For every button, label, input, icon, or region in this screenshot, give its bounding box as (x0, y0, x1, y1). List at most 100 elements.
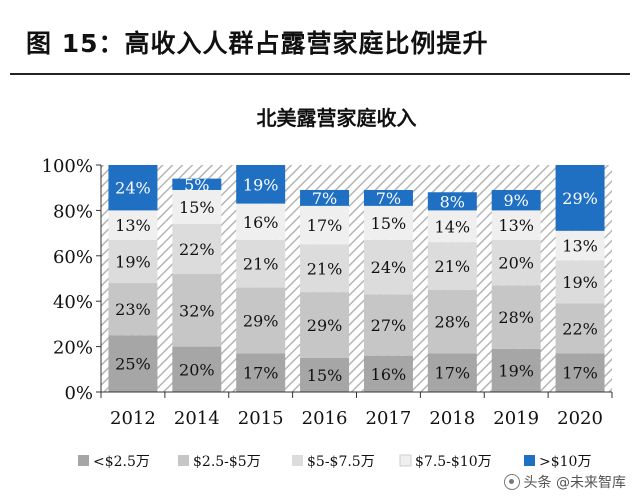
data-label: 20% (179, 360, 215, 379)
bar-segment (427, 210, 477, 243)
data-label: 21% (307, 259, 343, 278)
bar-segment (172, 178, 222, 190)
bar-segment (427, 289, 477, 354)
data-label: 21% (243, 255, 279, 274)
bar-segment (491, 348, 541, 392)
data-label: 24% (371, 258, 407, 277)
data-label: 13% (115, 216, 151, 235)
x-tick-label: 2019 (493, 408, 539, 429)
data-label: 9% (503, 191, 528, 210)
bar-segment (491, 210, 541, 240)
y-tick-label: 0% (64, 383, 93, 404)
bar-segment (300, 205, 350, 245)
watermark: 头条 @未来智库 (503, 472, 626, 492)
bar-segment (363, 294, 413, 356)
figure-title: 图 15：高收入人群占露营家庭比例提升 (26, 29, 489, 58)
data-label: 8% (440, 192, 465, 211)
bar-segment (555, 353, 605, 392)
bar-segment (363, 239, 413, 295)
data-label: 13% (562, 237, 598, 256)
bar-segment (172, 273, 222, 347)
data-label: 22% (562, 319, 598, 338)
data-label: 17% (562, 364, 598, 383)
watermark-logo-icon (503, 474, 520, 490)
bar-segment (555, 230, 605, 261)
bar-segment (427, 192, 477, 211)
data-label: 5% (184, 175, 209, 194)
bar-segment (491, 285, 541, 349)
bar-segment (555, 303, 605, 354)
data-label: 15% (307, 366, 343, 385)
bar-segment (172, 346, 222, 392)
bar-segment (491, 189, 541, 211)
y-tick-label: 80% (53, 201, 93, 222)
bar-segment (363, 355, 413, 392)
bar-segment (491, 239, 541, 286)
bar-segment (427, 353, 477, 392)
bar-segment (108, 335, 158, 392)
legend-swatch (292, 455, 303, 466)
bar-segment (236, 203, 286, 240)
data-label: 22% (179, 240, 215, 259)
bar-segment (108, 239, 158, 284)
x-tick-label: 2016 (302, 408, 348, 429)
data-label: 28% (498, 308, 534, 327)
y-tick-label: 20% (53, 338, 93, 359)
legend-swatch (399, 454, 412, 467)
data-label: 29% (562, 189, 598, 208)
x-tick-label: 2014 (174, 408, 220, 429)
data-label: 28% (435, 313, 471, 332)
data-label: 25% (115, 355, 151, 374)
data-label: 29% (307, 316, 343, 335)
data-label: 19% (562, 273, 598, 292)
bar-segment (300, 357, 350, 392)
data-label: 7% (312, 189, 337, 208)
data-label: 15% (179, 198, 215, 217)
data-label: 16% (243, 213, 279, 232)
data-label: 17% (243, 364, 279, 383)
data-label: 32% (179, 301, 215, 320)
bar-segment (108, 210, 158, 240)
bar-segment (427, 242, 477, 290)
legend-label: <$2.5万 (93, 454, 150, 470)
bar-segment (300, 189, 350, 206)
data-label: 24% (115, 179, 151, 198)
data-label: 14% (435, 217, 471, 236)
chart-title: 北美露营家庭收入 (257, 106, 417, 130)
data-label: 7% (376, 189, 401, 208)
title-divider (10, 73, 630, 75)
legend-swatch (78, 455, 89, 466)
legend-label: $5-$7.5万 (307, 454, 375, 470)
legend-swatch (524, 455, 535, 466)
bar-segment (300, 244, 350, 293)
data-label: 27% (371, 316, 407, 335)
bar-segment (236, 287, 286, 354)
data-label: 13% (498, 216, 534, 235)
bar-segment (172, 189, 222, 225)
legend-label: >$10万 (539, 454, 591, 470)
bar-segment (555, 165, 605, 231)
bar-segment (108, 283, 158, 336)
legend-label: $2.5-$5万 (193, 454, 261, 470)
bar-segment (236, 165, 286, 204)
x-tick-label: 2017 (366, 408, 412, 429)
data-label: 20% (498, 254, 534, 273)
y-tick-label: 100% (42, 156, 93, 177)
legend-label: $7.5-$10万 (415, 454, 492, 470)
bar-segment (108, 165, 158, 211)
x-tick-label: 2015 (238, 408, 284, 429)
bar-segment (363, 205, 413, 240)
data-label: 19% (243, 175, 279, 194)
data-label: 17% (435, 364, 471, 383)
bar-segment (555, 260, 605, 304)
data-label: 17% (307, 216, 343, 235)
x-tick-label: 2018 (429, 408, 475, 429)
data-label: 16% (371, 365, 407, 384)
bar-segment (236, 353, 286, 392)
y-tick-label: 40% (53, 292, 93, 313)
data-label: 19% (498, 361, 534, 380)
legend-swatch (178, 455, 189, 466)
bar-segment (363, 189, 413, 206)
watermark-text: 头条 @未来智库 (523, 475, 626, 491)
